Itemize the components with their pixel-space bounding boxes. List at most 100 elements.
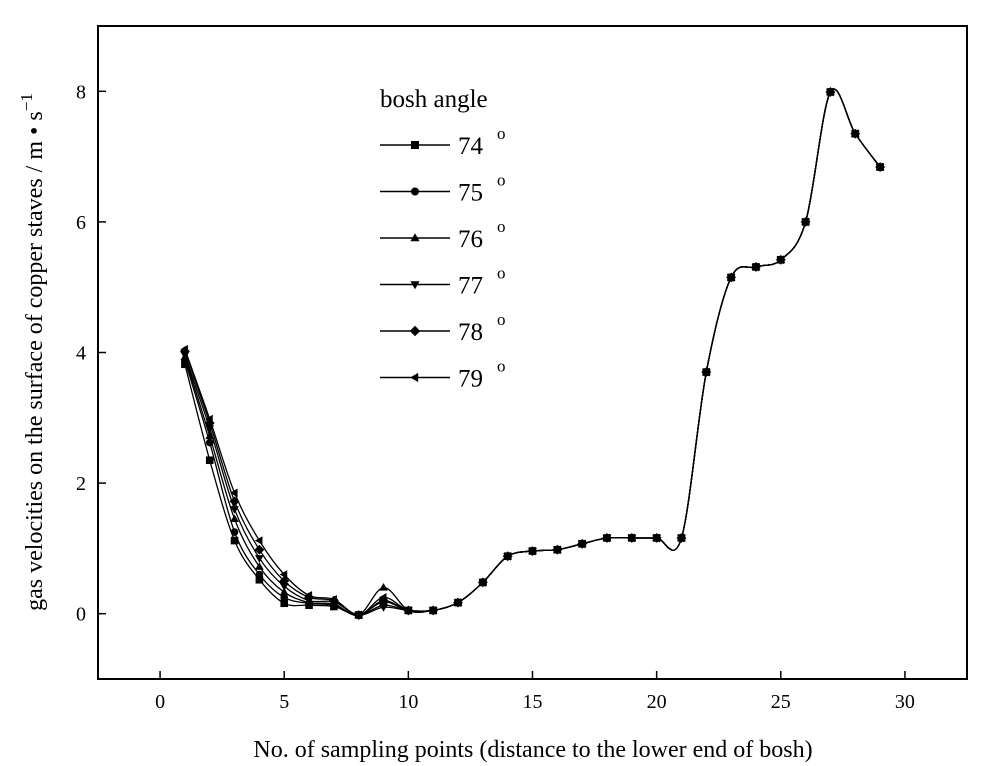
series-layer — [179, 87, 886, 620]
data-point — [304, 591, 313, 600]
series-75 — [181, 88, 884, 619]
data-point — [527, 546, 536, 556]
data-point — [255, 570, 264, 579]
x-tick-label: 10 — [398, 691, 418, 713]
legend-item-74: 74 o — [380, 124, 506, 160]
series-line-79 — [184, 88, 881, 616]
legend-item-75: 75 o — [380, 171, 506, 207]
y-tick-label: 6 — [76, 212, 86, 234]
data-point — [279, 570, 288, 579]
x-tick-label: 0 — [155, 691, 165, 713]
data-point — [701, 367, 710, 377]
legend-label: 79 — [458, 366, 483, 393]
x-axis-title: No. of sampling points (distance to the … — [253, 737, 812, 763]
series-line-77 — [184, 88, 881, 616]
y-axis-title-superscript: −1 — [17, 93, 36, 111]
data-point — [279, 587, 289, 596]
legend-degree: o — [497, 264, 506, 283]
series-78 — [179, 87, 886, 620]
data-point — [280, 599, 289, 608]
y-axis-title-text: gas velocities on the surface of copper … — [22, 111, 48, 611]
series-76 — [180, 87, 885, 619]
data-point — [602, 533, 611, 543]
legend-marker — [410, 233, 420, 242]
legend-item-77: 77 o — [380, 264, 506, 300]
data-point — [205, 456, 214, 465]
data-point — [354, 610, 362, 620]
data-point — [229, 488, 238, 498]
y-tick-label: 0 — [76, 604, 86, 626]
data-point — [801, 217, 809, 227]
legend-label: 77 — [458, 273, 483, 300]
series-line-76 — [184, 88, 881, 617]
series-line-74 — [184, 88, 881, 616]
data-point — [279, 583, 289, 591]
x-tick-label: 25 — [771, 691, 791, 713]
data-point — [776, 255, 784, 265]
y-tick-label: 8 — [76, 81, 86, 103]
legend-item-79: 79 o — [380, 357, 506, 393]
data-point — [379, 604, 388, 612]
data-point — [428, 606, 437, 615]
series-line-75 — [184, 88, 881, 616]
data-point — [329, 594, 337, 604]
plot-frame — [97, 25, 968, 680]
data-point — [652, 533, 660, 543]
legend-marker — [410, 372, 419, 383]
data-point — [205, 414, 213, 424]
legend-marker — [409, 325, 421, 337]
data-point — [180, 344, 188, 354]
legend-marker — [411, 187, 419, 196]
data-point — [875, 162, 884, 172]
legend-marker — [411, 141, 419, 149]
data-point — [255, 555, 264, 563]
legend-degree: o — [497, 124, 506, 143]
data-point — [378, 593, 387, 602]
data-point — [627, 533, 635, 543]
data-point — [676, 533, 685, 543]
data-point — [552, 545, 561, 555]
data-point — [403, 606, 412, 615]
data-point — [280, 593, 289, 602]
data-point — [254, 536, 263, 545]
data-point — [751, 262, 759, 272]
legend-label: 78 — [458, 319, 483, 346]
legend-degree: o — [497, 217, 506, 236]
y-tick-label: 2 — [76, 473, 86, 495]
data-point — [255, 575, 264, 584]
data-point — [279, 576, 290, 586]
data-point — [254, 544, 265, 555]
data-point — [503, 551, 511, 561]
data-point — [230, 536, 239, 545]
axis-ticks: 0 5 10 15 20 25 30 0 2 4 6 8 — [76, 81, 915, 713]
legend-label: 74 — [458, 133, 484, 160]
data-point — [478, 577, 486, 587]
series-79 — [180, 87, 884, 620]
legend-degree: o — [497, 171, 506, 190]
x-tick-label: 15 — [523, 691, 543, 713]
x-tick-label: 5 — [279, 691, 289, 713]
y-axis-title: gas velocities on the surface of copper … — [17, 93, 48, 611]
data-point — [726, 273, 735, 282]
series-77 — [180, 88, 885, 620]
svg-text:gas velocities on the surface: gas velocities on the surface of copper … — [17, 93, 48, 611]
data-point — [230, 514, 239, 523]
x-tick-label: 20 — [647, 691, 667, 713]
legend-marker — [410, 281, 420, 290]
series-line-78 — [184, 88, 881, 616]
legend-item-76: 76 o — [380, 217, 506, 253]
data-point — [577, 539, 586, 549]
data-point — [379, 583, 388, 591]
y-tick-label: 4 — [76, 343, 86, 365]
legend-degree: o — [497, 310, 506, 329]
data-point — [825, 87, 834, 97]
legend-degree: o — [497, 357, 506, 376]
data-point — [255, 562, 264, 570]
data-point — [230, 528, 239, 536]
data-point — [181, 360, 189, 369]
data-point — [453, 598, 462, 607]
x-tick-label: 30 — [895, 691, 915, 713]
data-point — [850, 129, 859, 139]
legend: bosh angle 74 o 75 o 76 o 77 o 78 o 79 o — [380, 86, 506, 393]
